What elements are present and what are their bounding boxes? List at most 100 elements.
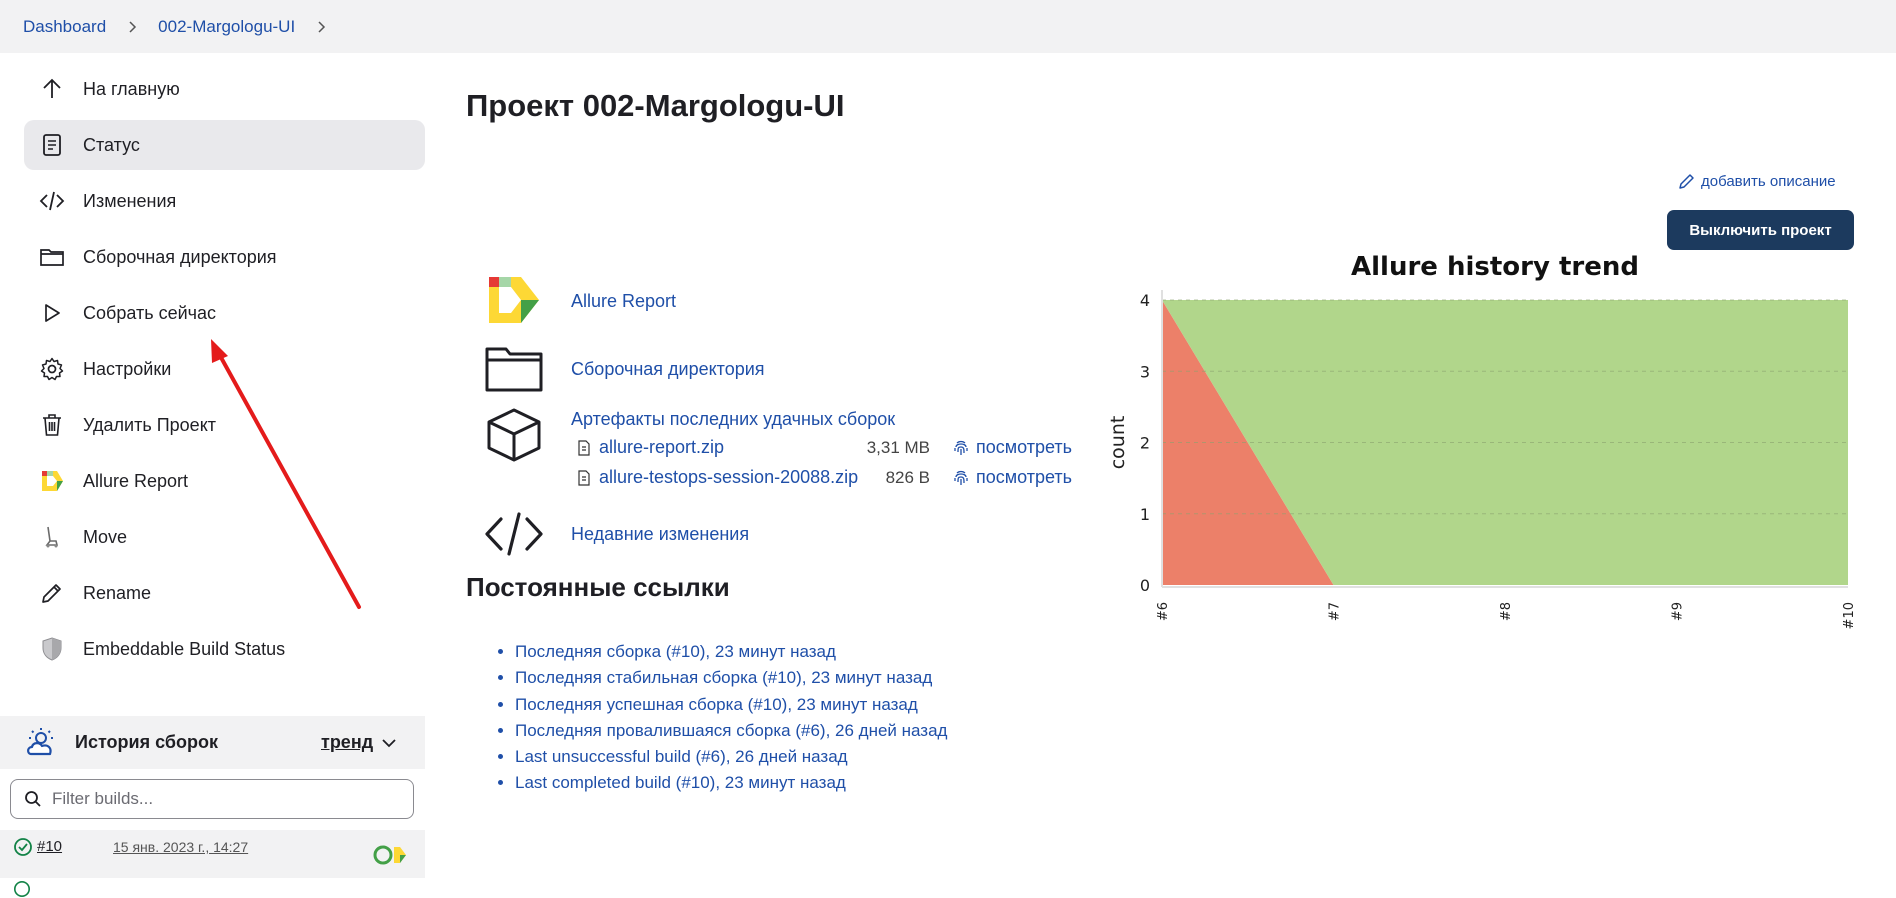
- allure-logo-icon: [484, 273, 544, 329]
- trash-icon: [24, 412, 80, 438]
- sidebar-item-changes[interactable]: Изменения: [24, 176, 425, 226]
- sidebar: На главную Статус Изменения Сборочная ди…: [24, 64, 425, 680]
- workspace-label: Сборочная директория: [571, 358, 765, 379]
- permalink[interactable]: Последняя стабильная сборка (#10), 23 ми…: [515, 668, 933, 688]
- artifacts-icon-block: [484, 407, 544, 463]
- series-area-0: [1162, 300, 1848, 585]
- chevron-right-icon: [129, 20, 137, 33]
- y-tick-label: 2: [1140, 434, 1150, 453]
- recent-changes-main-link[interactable]: Недавние изменения: [484, 506, 749, 562]
- permalink[interactable]: Last completed build (#10), 23 минут наз…: [515, 773, 846, 793]
- sidebar-item-move[interactable]: Move: [24, 512, 425, 562]
- build-date-link[interactable]: 15 янв. 2023 г., 14:27: [113, 839, 249, 855]
- x-tick-label: #6: [1156, 602, 1171, 621]
- build-row[interactable]: #10 15 янв. 2023 г., 14:27: [0, 830, 425, 878]
- sidebar-item-label: Удалить Проект: [83, 414, 217, 435]
- search-icon: [25, 791, 41, 807]
- artifact-name: allure-report.zip: [599, 437, 725, 457]
- sidebar-item-rename[interactable]: Rename: [24, 568, 425, 618]
- breadcrumb-dashboard[interactable]: Dashboard: [23, 16, 107, 36]
- breadcrumb-project[interactable]: 002-Margologu-UI: [158, 16, 296, 36]
- package-box-icon: [484, 407, 544, 463]
- artifact-view-label: посмотреть: [976, 467, 1073, 487]
- artifacts-link[interactable]: Артефакты последних удачных сборок: [571, 409, 896, 429]
- artifact-view-link[interactable]: посмотреть: [952, 467, 1072, 488]
- folder-icon: [484, 341, 544, 397]
- arrow-up-icon: [24, 76, 80, 102]
- file-icon: [578, 439, 590, 456]
- allure-report-label: Allure Report: [571, 290, 677, 311]
- sidebar-item-label: На главную: [83, 78, 180, 99]
- weather-cloud-icon: [27, 727, 53, 755]
- allure-history-trend-chart[interactable]: Allure history trend 0 1 2 3 4 #6 #7 #8 #9 #10 coun…: [1110, 245, 1870, 630]
- add-description-link[interactable]: добавить описание: [1678, 172, 1836, 190]
- sidebar-item-status[interactable]: Статус: [24, 120, 425, 170]
- filter-builds-input[interactable]: [50, 788, 404, 810]
- x-tick-label: #8: [1499, 602, 1514, 621]
- play-icon: [24, 300, 80, 326]
- sidebar-item-label: Настройки: [83, 358, 172, 379]
- permalink[interactable]: Последняя сборка (#10), 23 минут назад: [515, 642, 836, 661]
- list-item: Last completed build (#10), 23 минут наз…: [515, 773, 947, 799]
- pencil-icon: [1679, 174, 1694, 189]
- build-history-title: История сборок: [75, 732, 218, 752]
- sidebar-item-label: Allure Report: [83, 470, 189, 491]
- list-item: Last unsuccessful build (#6), 26 дней на…: [515, 747, 947, 773]
- code-icon: [484, 506, 544, 562]
- allure-report-main-link[interactable]: Allure Report: [484, 273, 676, 329]
- move-icon: [24, 524, 80, 550]
- sidebar-item-label: Move: [83, 526, 128, 547]
- sidebar-item-delete[interactable]: Удалить Проект: [24, 400, 425, 450]
- y-tick-label: 3: [1140, 362, 1150, 381]
- sidebar-item-settings[interactable]: Настройки: [24, 344, 425, 394]
- success-check-icon: [13, 880, 31, 898]
- artifact-view-link[interactable]: посмотреть: [952, 437, 1072, 458]
- shield-icon: [24, 636, 80, 662]
- x-tick-label: #7: [1328, 602, 1343, 621]
- trend-link[interactable]: тренд: [321, 732, 374, 752]
- y-tick-label: 1: [1140, 505, 1150, 524]
- sidebar-item-build-now[interactable]: Собрать сейчас: [24, 288, 425, 338]
- sidebar-item-label: Изменения: [83, 190, 177, 211]
- code-icon: [24, 188, 80, 214]
- chevron-right-icon[interactable]: [315, 20, 327, 33]
- x-tick-label: #9: [1671, 602, 1686, 621]
- permalink[interactable]: Последняя успешная сборка (#10), 23 мину…: [515, 694, 918, 714]
- sidebar-item-home[interactable]: На главную: [24, 64, 425, 114]
- artifact-row[interactable]: allure-testops-session-20088.zip: [576, 467, 858, 488]
- sidebar-item-label: Сборочная директория: [83, 246, 277, 267]
- sidebar-item-embeddable-build-status[interactable]: Embeddable Build Status: [24, 624, 425, 674]
- allure-badge-icon[interactable]: [372, 844, 412, 866]
- fingerprint-icon: [954, 440, 968, 455]
- chevron-down-icon[interactable]: [381, 735, 397, 751]
- artifact-size: 826 B: [885, 468, 930, 487]
- permalink[interactable]: Последняя провалившаяся сборка (#6), 26 …: [515, 720, 948, 740]
- y-tick-label: 4: [1140, 291, 1150, 310]
- document-icon: [24, 132, 80, 158]
- sidebar-item-allure-report[interactable]: Allure Report: [24, 456, 425, 506]
- folder-icon: [24, 244, 80, 270]
- list-item: Последняя провалившаяся сборка (#6), 26 …: [515, 721, 947, 747]
- artifact-row[interactable]: allure-report.zip: [576, 437, 724, 458]
- fingerprint-icon: [954, 470, 968, 485]
- permalink[interactable]: Last unsuccessful build (#6), 26 дней на…: [515, 747, 848, 767]
- list-item: Последняя сборка (#10), 23 минут назад: [515, 642, 947, 668]
- y-tick-label: 0: [1140, 576, 1150, 595]
- recent-changes-label: Недавние изменения: [571, 523, 750, 544]
- add-description-label: добавить описание: [1701, 172, 1836, 190]
- sidebar-item-workspace[interactable]: Сборочная директория: [24, 232, 425, 282]
- x-tick-label: #10: [1842, 602, 1857, 629]
- gear-icon: [24, 356, 80, 382]
- disable-project-button[interactable]: Выключить проект: [1667, 210, 1854, 250]
- build-number-link[interactable]: #10: [37, 838, 63, 855]
- filter-builds-box: [10, 779, 414, 819]
- breadcrumb: Dashboard 002-Margologu-UI: [23, 0, 347, 53]
- workspace-main-link[interactable]: Сборочная директория: [484, 341, 765, 397]
- sidebar-item-label: Embeddable Build Status: [83, 638, 286, 659]
- y-axis-label: count: [1110, 416, 1129, 470]
- breadcrumb-bar: Dashboard 002-Margologu-UI: [0, 0, 1896, 53]
- artifact-view-label: посмотреть: [976, 437, 1073, 457]
- page-title: Проект 002-Margologu-UI: [466, 88, 845, 123]
- artifact-size: 3,31 MB: [866, 438, 930, 457]
- chart-title: Allure history trend: [1351, 252, 1639, 282]
